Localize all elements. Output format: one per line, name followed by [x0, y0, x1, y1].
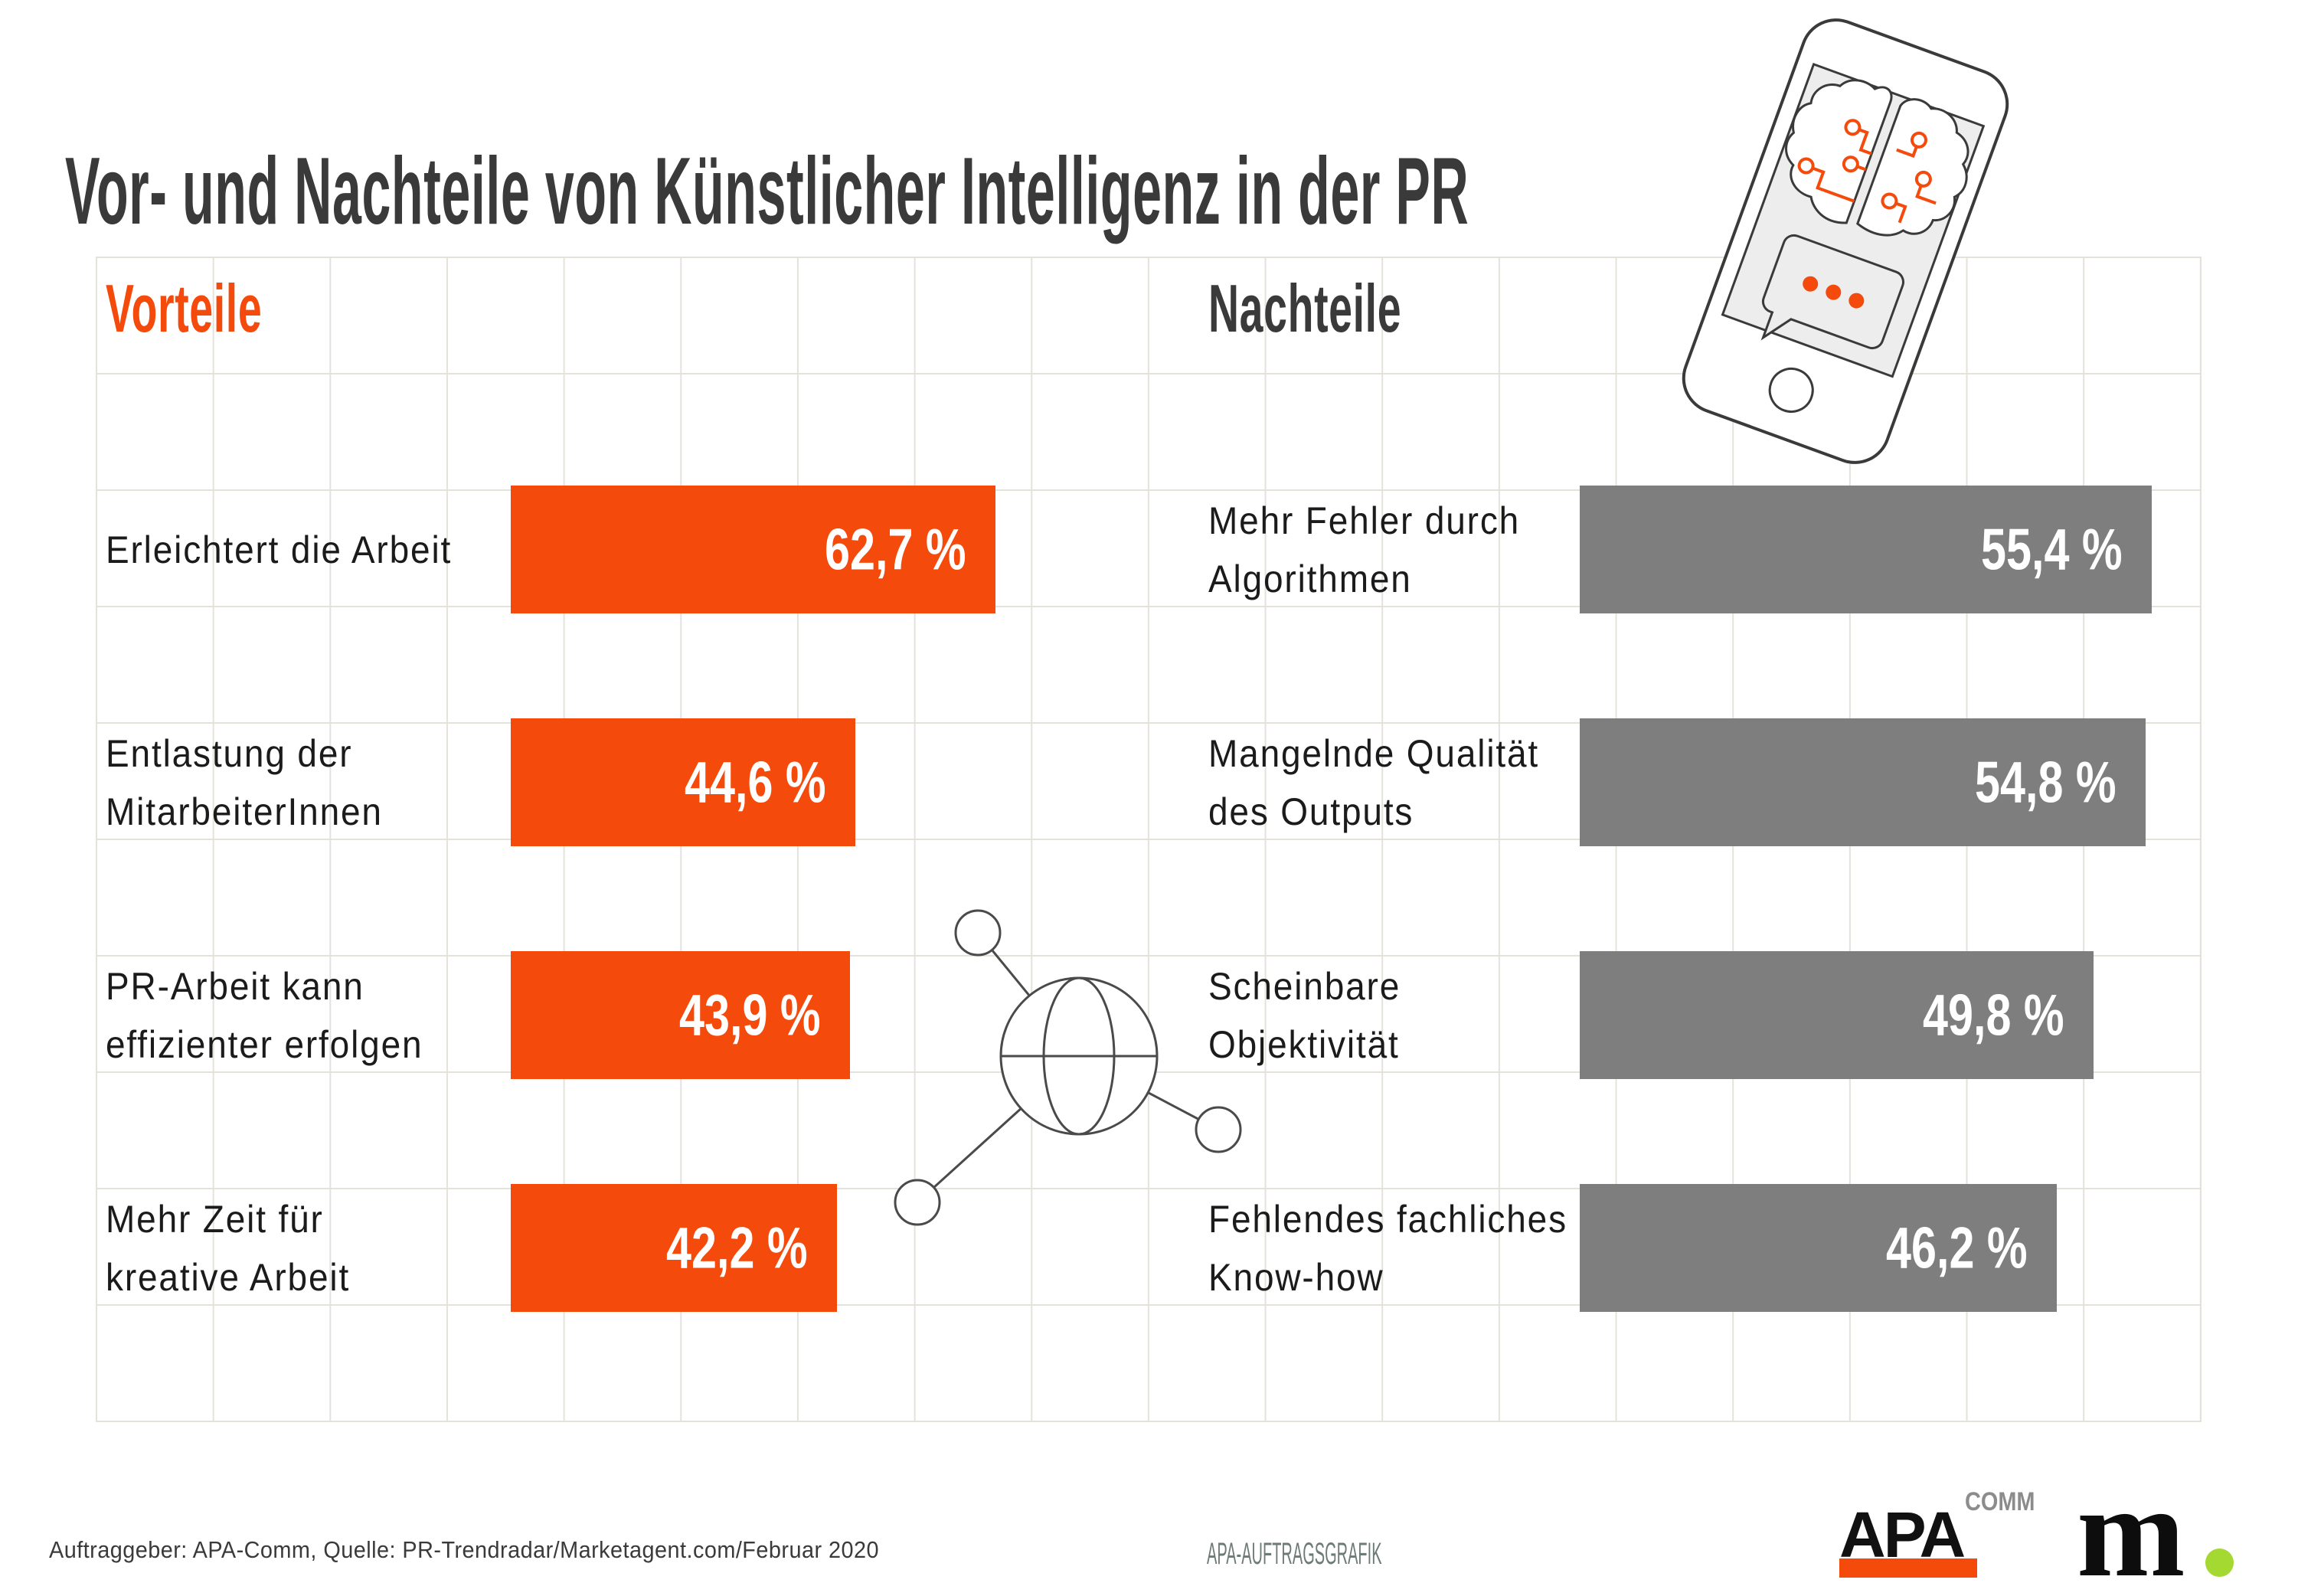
apa-comm-logo: APA COMM: [1839, 1487, 2054, 1579]
globe-network-illustration: [894, 909, 1242, 1226]
bar-nachteile-1: 55,4 %: [1580, 486, 2152, 613]
row-label: Mehr Fehler durch Algorithmen: [1208, 499, 1521, 600]
network-node-icon: [894, 1179, 941, 1226]
circuit-lines: [1797, 119, 1937, 224]
apa-logo-bar: [1839, 1558, 1977, 1578]
chart-row: Mehr Zeit für kreative Arbeit 42,2 %: [0, 1184, 2298, 1312]
row-label: Mehr Zeit für kreative Arbeit: [106, 1197, 351, 1299]
apa-logo-text: APA: [1839, 1499, 1966, 1571]
bar-value: 44,6 %: [685, 750, 826, 815]
row-label: Fehlendes fachliches Know-how: [1208, 1197, 1567, 1299]
chart-row: PR-Arbeit kann effizienter erfolgen 43,9…: [0, 951, 2298, 1079]
bar-value: 43,9 %: [679, 983, 821, 1048]
bar-nachteile-4: 46,2 %: [1580, 1184, 2057, 1312]
bar-value: 54,8 %: [1975, 750, 2117, 815]
chart-row: Erleichtert die Arbeit 62,7 %: [0, 486, 2298, 613]
chart-row: Mangelnde Qualität des Outputs 54,8 %: [0, 718, 2298, 846]
row-label: Mangelnde Qualität des Outputs: [1208, 731, 1540, 833]
row-label: PR-Arbeit kann effizienter erfolgen: [106, 964, 423, 1066]
bar-vorteile-2: 44,6 %: [511, 718, 855, 846]
column-header-vorteile: Vorteile: [106, 270, 263, 346]
row-label: Erleichtert die Arbeit: [106, 528, 453, 571]
bar-value: 46,2 %: [1886, 1215, 2028, 1280]
column-header-nachteile: Nachteile: [1208, 270, 1402, 346]
network-node-icon: [1195, 1106, 1242, 1153]
row-label: Scheinbare Objektivität: [1208, 964, 1401, 1066]
marketagent-logo-dot: [2205, 1549, 2234, 1577]
bar-value: 42,2 %: [666, 1215, 808, 1280]
chart-row: Mehr Fehler durch Algorithmen 55,4 %: [0, 486, 2298, 613]
bar-nachteile-3: 49,8 %: [1580, 951, 2094, 1079]
bar-value: 62,7 %: [825, 517, 966, 582]
apa-logo-comm-text: COMM: [1965, 1487, 2035, 1516]
credit-note: APA-AUFTRAGSGRAFIK: [1207, 1537, 1382, 1571]
source-note: Auftraggeber: APA-Comm, Quelle: PR-Trend…: [49, 1536, 879, 1563]
speech-bubble-icon: [1760, 234, 1904, 350]
marketagent-logo-m: m: [2077, 1460, 2185, 1596]
bar-vorteile-1: 62,7 %: [511, 486, 995, 613]
row-label: Entlastung der MitarbeiterInnen: [106, 731, 383, 833]
bar-nachteile-2: 54,8 %: [1580, 718, 2146, 846]
home-button: [1768, 368, 1814, 414]
chart-row: Scheinbare Objektivität 49,8 %: [0, 951, 2298, 1079]
bar-vorteile-3: 43,9 %: [511, 951, 850, 1079]
brain-icon: [1785, 79, 1969, 237]
smartphone-ai-illustration: [1682, 18, 2009, 464]
bar-vorteile-4: 42,2 %: [511, 1184, 837, 1312]
chart-row: Fehlendes fachliches Know-how 46,2 %: [0, 1184, 2298, 1312]
bar-value: 49,8 %: [1923, 983, 2064, 1048]
marketagent-logo: m: [2077, 1467, 2260, 1596]
bar-value: 55,4 %: [1981, 517, 2123, 582]
page-title: Vor- und Nachteile von Künstlicher Intel…: [65, 139, 1469, 245]
chart-row: Entlastung der MitarbeiterInnen 44,6 %: [0, 718, 2298, 846]
network-node-icon: [954, 909, 1002, 957]
